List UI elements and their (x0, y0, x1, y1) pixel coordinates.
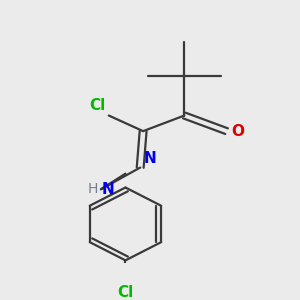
Text: Cl: Cl (90, 98, 106, 113)
Text: O: O (232, 124, 244, 139)
Text: Cl: Cl (117, 285, 134, 300)
Text: N: N (143, 151, 156, 166)
Text: N: N (102, 182, 115, 197)
Text: H: H (88, 182, 98, 196)
